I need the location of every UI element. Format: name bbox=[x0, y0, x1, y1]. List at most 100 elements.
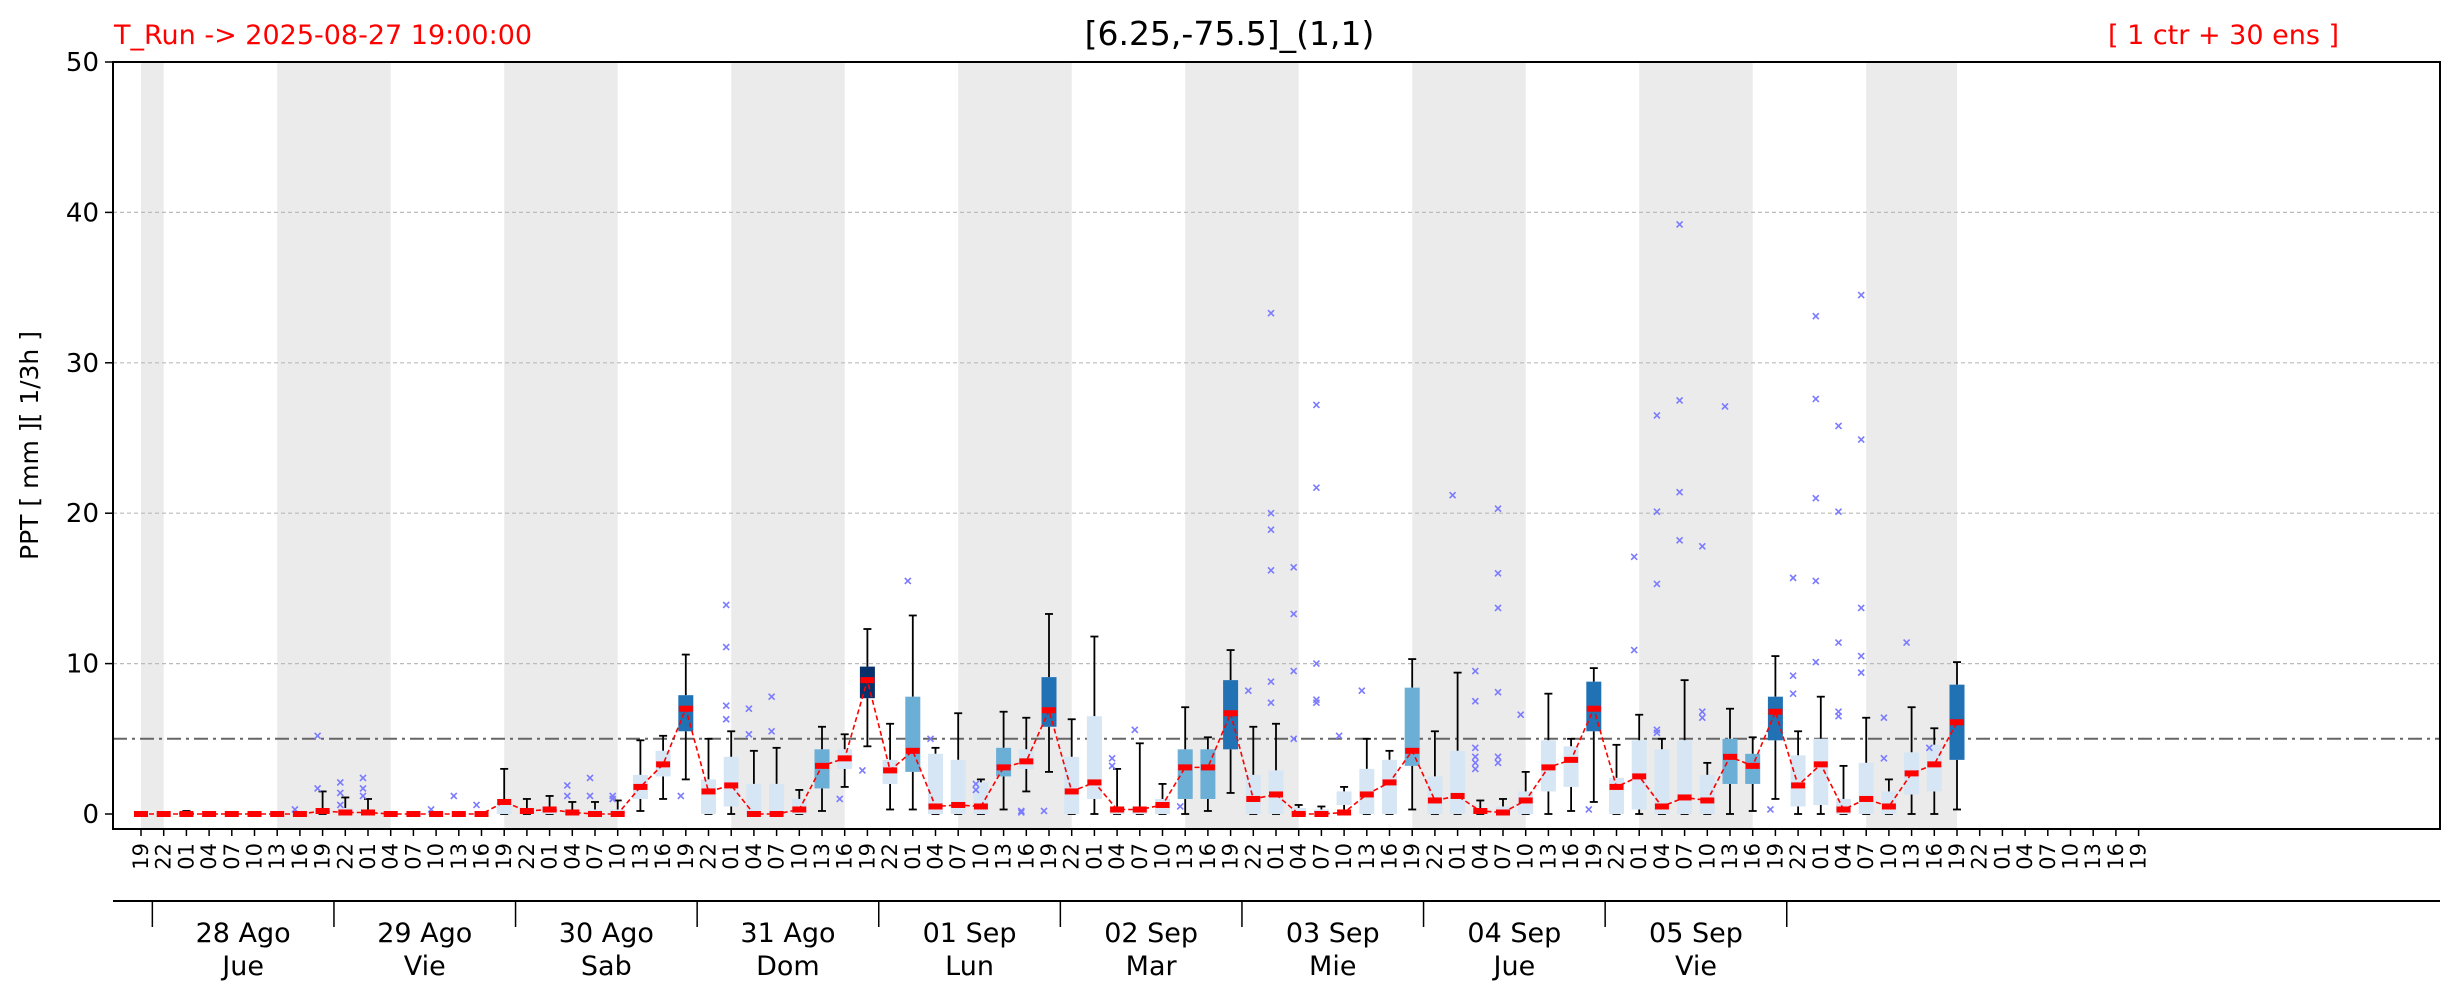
outlier-point bbox=[609, 795, 617, 803]
median-marker bbox=[179, 811, 194, 817]
x-tick-label: 04 bbox=[2013, 843, 2037, 870]
outlier-point bbox=[336, 778, 344, 786]
x-tick-label: 07 bbox=[1128, 843, 1152, 870]
outlier-point bbox=[359, 784, 367, 792]
outlier-point bbox=[563, 792, 571, 800]
outlier-point bbox=[836, 795, 844, 803]
box bbox=[1677, 740, 1693, 814]
x-tick-label: 22 bbox=[515, 843, 539, 870]
median-marker bbox=[769, 811, 784, 817]
day-date-label: 30 Ago bbox=[559, 918, 654, 949]
outlier-point bbox=[1267, 509, 1275, 517]
outlier-point bbox=[1880, 714, 1888, 722]
x-tick-label: 16 bbox=[1196, 843, 1220, 870]
outlier-point bbox=[1471, 744, 1479, 752]
day-weekday-label: Dom bbox=[756, 951, 820, 982]
median-marker bbox=[1473, 807, 1488, 814]
x-tick-label: 22 bbox=[1060, 843, 1084, 870]
median-marker bbox=[1359, 791, 1374, 798]
outlier-point bbox=[563, 781, 571, 789]
x-tick-label: 16 bbox=[288, 843, 312, 870]
outlier-point bbox=[745, 705, 753, 713]
median-marker bbox=[996, 764, 1011, 771]
x-tick-label: 22 bbox=[1968, 843, 1992, 870]
x-tick-label: 07 bbox=[765, 843, 789, 870]
outlier-point bbox=[1494, 753, 1502, 761]
x-tick-label: 01 bbox=[356, 843, 380, 870]
outlier-point bbox=[1267, 678, 1275, 686]
median-marker bbox=[1291, 811, 1306, 817]
median-marker bbox=[1609, 783, 1624, 790]
x-tick-label: 22 bbox=[333, 843, 357, 870]
outlier-point bbox=[677, 792, 685, 800]
day-date-label: 29 Ago bbox=[377, 918, 472, 949]
outlier-point bbox=[722, 643, 730, 651]
median-marker bbox=[270, 811, 285, 817]
box bbox=[1858, 762, 1874, 814]
median-marker bbox=[383, 811, 398, 817]
outlier-point bbox=[1335, 732, 1343, 740]
outlier-point bbox=[586, 792, 594, 800]
outlier-point bbox=[722, 715, 730, 723]
outlier-point bbox=[472, 801, 481, 809]
y-tick-label: 40 bbox=[66, 198, 99, 228]
x-tick-label: 22 bbox=[878, 843, 902, 870]
median-marker bbox=[860, 677, 875, 684]
day-date-label: 05 Sep bbox=[1649, 918, 1743, 949]
outlier-point bbox=[1017, 808, 1025, 817]
median-marker bbox=[1064, 788, 1079, 795]
x-tick-label: 07 bbox=[1854, 843, 1878, 870]
median-marker bbox=[1632, 773, 1647, 780]
outlier-point bbox=[1244, 687, 1252, 695]
outlier-point bbox=[1108, 754, 1116, 762]
median-marker bbox=[1314, 811, 1329, 817]
outlier-point bbox=[1698, 542, 1706, 550]
outlier-point bbox=[1494, 604, 1502, 612]
median-marker bbox=[1950, 719, 1964, 726]
median-marker bbox=[973, 803, 988, 810]
outlier-point bbox=[1630, 646, 1638, 654]
y-tick-label: 0 bbox=[82, 800, 99, 830]
box bbox=[1450, 750, 1466, 814]
outlier-point bbox=[972, 786, 980, 794]
x-tick-label: 10 bbox=[1695, 843, 1719, 870]
x-tick-label: 10 bbox=[243, 843, 267, 870]
x-tick-label: 22 bbox=[1605, 843, 1629, 870]
box bbox=[1767, 696, 1783, 741]
x-tick-label: 04 bbox=[924, 843, 948, 870]
x-tick-label: 13 bbox=[810, 843, 834, 870]
day-date-label: 01 Sep bbox=[923, 918, 1017, 949]
x-tick-label: 19 bbox=[855, 843, 879, 870]
median-marker bbox=[1382, 779, 1397, 786]
outlier-point bbox=[1267, 699, 1275, 707]
outlier-point bbox=[1471, 759, 1479, 767]
box bbox=[1064, 756, 1080, 814]
x-tick-label: 19 bbox=[129, 843, 153, 870]
x-tick-label: 01 bbox=[1264, 843, 1288, 870]
day-weekday-label: Vie bbox=[1675, 951, 1717, 982]
outlier-point bbox=[1108, 762, 1116, 770]
outlier-point bbox=[1857, 669, 1865, 677]
x-tick-label: 01 bbox=[1809, 843, 1833, 870]
day-weekday-label: Mie bbox=[1309, 951, 1356, 982]
median-marker bbox=[1904, 770, 1919, 777]
median-marker bbox=[1155, 801, 1170, 808]
box bbox=[1177, 749, 1193, 799]
median-marker bbox=[338, 809, 353, 816]
median-marker bbox=[1564, 756, 1579, 763]
box bbox=[1245, 774, 1261, 814]
outlier-point bbox=[314, 784, 322, 792]
median-marker bbox=[292, 811, 307, 817]
x-tick-label: 13 bbox=[447, 843, 471, 870]
box bbox=[723, 756, 739, 807]
median-marker bbox=[1768, 708, 1783, 715]
box bbox=[678, 695, 694, 732]
x-tick-label: 07 bbox=[401, 843, 425, 870]
x-tick-label: 19 bbox=[492, 843, 516, 870]
x-tick-label: 22 bbox=[1786, 843, 1810, 870]
x-tick-label: 10 bbox=[606, 843, 630, 870]
outlier-point bbox=[336, 801, 344, 809]
outlier-point bbox=[1290, 563, 1298, 571]
x-tick-label: 07 bbox=[946, 843, 970, 870]
